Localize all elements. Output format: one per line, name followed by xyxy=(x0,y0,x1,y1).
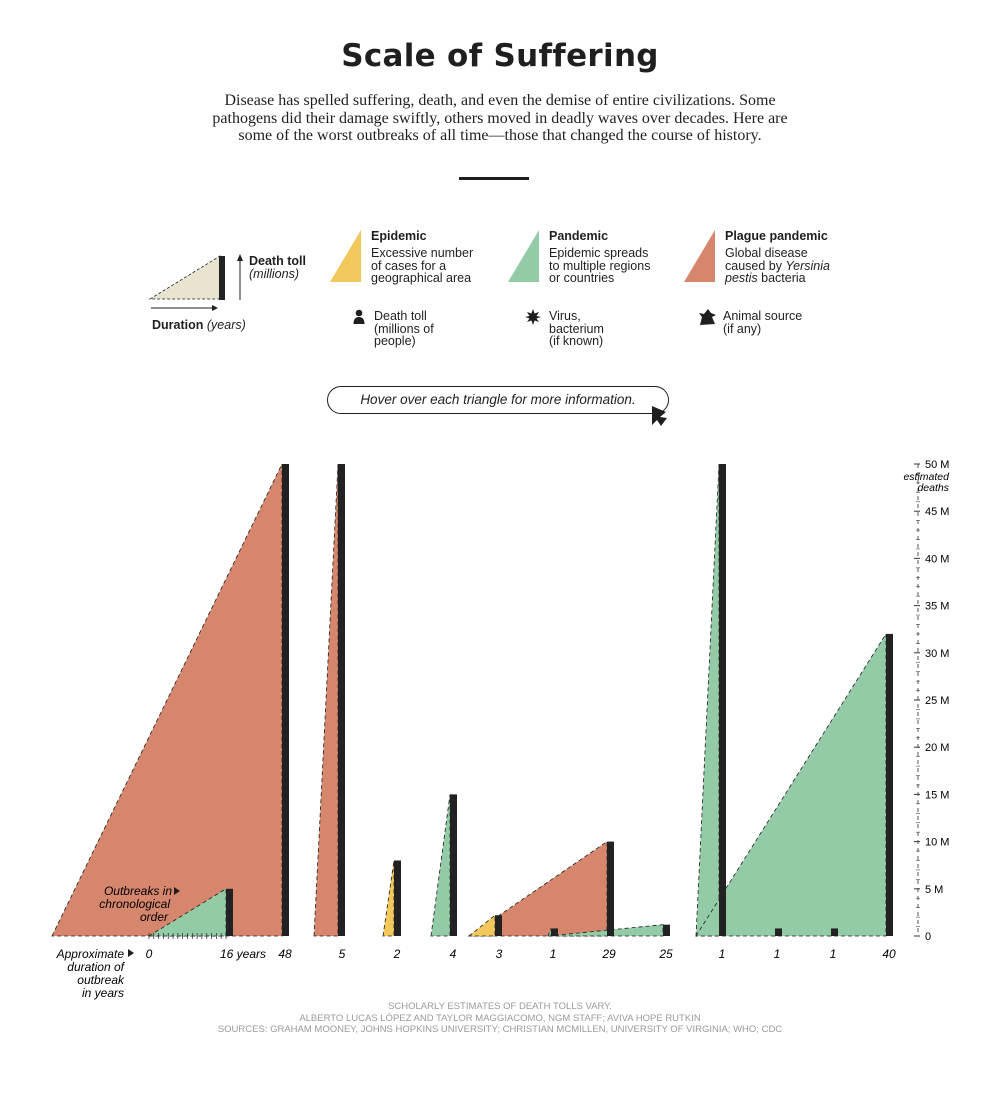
death-toll-bar[interactable] xyxy=(663,924,670,936)
legend-sample-bar xyxy=(219,256,225,300)
animal-head-icon xyxy=(699,309,716,325)
epidemic-desc: Excessive number of cases for a geographic… xyxy=(371,246,474,285)
duration-label: 48 xyxy=(278,947,292,961)
legend-duration: Duration (years) xyxy=(152,318,246,332)
y-tick-label: 25 M xyxy=(925,695,949,707)
death-toll-bar[interactable] xyxy=(282,464,289,936)
pandemic-swatch xyxy=(508,230,539,282)
legend-death-toll-icon-text: Death toll (millions of people) xyxy=(374,309,434,348)
footer-note: Scholarly estimates of death tolls vary. xyxy=(388,1001,612,1012)
duration-label: 1 xyxy=(774,947,781,961)
y-tick-label: 35 M xyxy=(925,601,949,613)
outbreak-triangle[interactable] xyxy=(467,914,496,937)
death-toll-bar[interactable] xyxy=(450,794,457,936)
duration-label: 1 xyxy=(550,947,557,961)
duration-axis-arrow-icon xyxy=(128,949,134,957)
chronology-arrow-icon xyxy=(174,887,180,895)
y-tick-label: 20 M xyxy=(925,742,949,754)
outbreak-triangle[interactable] xyxy=(382,860,395,937)
y-tick-label: 45 M xyxy=(925,506,949,518)
footer-authors: Alberto Lucas López and Taylor Maggiacom… xyxy=(299,1012,701,1024)
duration-label: 25 xyxy=(658,947,673,961)
example-bar xyxy=(226,888,233,936)
outbreak-triangle[interactable] xyxy=(51,463,283,937)
y-tick-label: 10 M xyxy=(925,837,949,849)
duration-axis-line3: outbreak xyxy=(77,973,125,987)
scale-end-label: 16 years xyxy=(220,947,266,961)
duration-axis-line4: in years xyxy=(82,986,124,1000)
duration-label: 29 xyxy=(601,947,616,961)
legend-death-toll-label: Death toll xyxy=(249,254,306,268)
outbreak-triangles[interactable] xyxy=(51,463,893,937)
plague-desc: Global disease caused by Yersinia pestis… xyxy=(725,246,830,285)
footer-credits: Scholarly estimates of death tolls vary.… xyxy=(0,1001,1000,1036)
legend-animal-icon-text: Animal source (if any) xyxy=(723,309,803,336)
legend-millions-label: (millions) xyxy=(249,267,299,281)
legend-sample-triangle xyxy=(148,255,221,300)
chronology-example: 0 16 years xyxy=(146,888,266,961)
plague-title: Plague pandemic xyxy=(725,229,828,243)
y-tick-label: 15 M xyxy=(925,789,949,801)
y-axis-title-line: estimated xyxy=(903,471,950,483)
y-tick-label: 40 M xyxy=(925,553,949,565)
death-toll-bar[interactable] xyxy=(831,928,838,936)
duration-label: 3 xyxy=(496,947,503,961)
legend-years-label: (years) xyxy=(206,318,246,332)
plague-swatch xyxy=(684,230,715,282)
duration-label: 1 xyxy=(830,947,837,961)
legend-duration-label: Duration xyxy=(152,318,204,332)
cursor-icon xyxy=(652,406,667,426)
virus-icon xyxy=(525,309,541,325)
outbreak-triangle[interactable] xyxy=(313,463,339,937)
death-toll-bar[interactable] xyxy=(495,915,502,936)
y-tick-label: 30 M xyxy=(925,648,949,660)
duration-label: 5 xyxy=(339,947,346,961)
footer-sources: Sources: Graham Mooney, Johns Hopkins Un… xyxy=(217,1024,783,1035)
page-title: Scale of Suffering xyxy=(341,38,659,74)
duration-label: 40 xyxy=(882,947,896,961)
death-toll-arrow xyxy=(237,254,243,300)
scale-start-label: 0 xyxy=(146,947,153,961)
y-tick-label: 50 M xyxy=(925,459,949,471)
death-toll-bar[interactable] xyxy=(607,841,614,936)
duration-axis-line1: Approximate xyxy=(56,947,125,961)
y-tick-label: 0 xyxy=(925,931,931,943)
y-axis: 0 5 M 10 M 15 M 20 M 25 M 30 M 35 M 40 M 45 M 50 M… xyxy=(903,459,950,943)
outbreak-chart: 0 16 years 05 M10 M15 M20 M25 M30 M35 M40… xyxy=(51,459,950,1000)
outbreak-triangle[interactable] xyxy=(695,463,720,937)
pandemic-desc: Epidemic spreads to multiple regions or co… xyxy=(549,246,651,285)
person-icon xyxy=(353,309,365,324)
duration-label: 4 xyxy=(450,947,457,961)
chronology-label-line3: order xyxy=(140,910,169,924)
pandemic-title: Pandemic xyxy=(549,229,609,243)
duration-axis-line2: duration of xyxy=(67,960,125,974)
duration-arrow-head xyxy=(212,305,218,311)
legend-virus-icon-text: Virus, bacterium (if known) xyxy=(549,309,604,348)
title-divider xyxy=(459,177,529,180)
death-toll-bar[interactable] xyxy=(551,928,558,936)
epidemic-title: Epidemic xyxy=(371,229,427,243)
chronology-label-line1: Outbreaks in xyxy=(104,884,172,898)
y-tick-label: 5 M xyxy=(925,884,943,896)
duration-label: 1 xyxy=(719,947,726,961)
outbreak-triangle[interactable] xyxy=(430,794,451,937)
hover-hint: Hover over each triangle for more inform… xyxy=(327,386,669,414)
death-toll-bar[interactable] xyxy=(886,633,893,936)
death-toll-bar[interactable] xyxy=(338,464,345,936)
chronology-label-line2: chronological xyxy=(99,897,170,911)
outbreak-triangle[interactable] xyxy=(547,928,552,937)
outbreak-triangle[interactable] xyxy=(467,840,608,937)
duration-label: 2 xyxy=(393,947,401,961)
legend-scale-graphic xyxy=(148,255,225,311)
death-toll-bar[interactable] xyxy=(775,928,782,936)
death-toll-bar[interactable] xyxy=(719,464,726,936)
intro-text: Disease has spelled suffering, death, an… xyxy=(212,92,788,144)
duration-labels: 48 5 2 4 3 29 1 25 1 1 1 40 xyxy=(278,947,896,961)
death-toll-bar[interactable] xyxy=(394,860,401,936)
epidemic-swatch xyxy=(330,230,361,282)
y-axis-title-line: deaths xyxy=(917,482,949,494)
